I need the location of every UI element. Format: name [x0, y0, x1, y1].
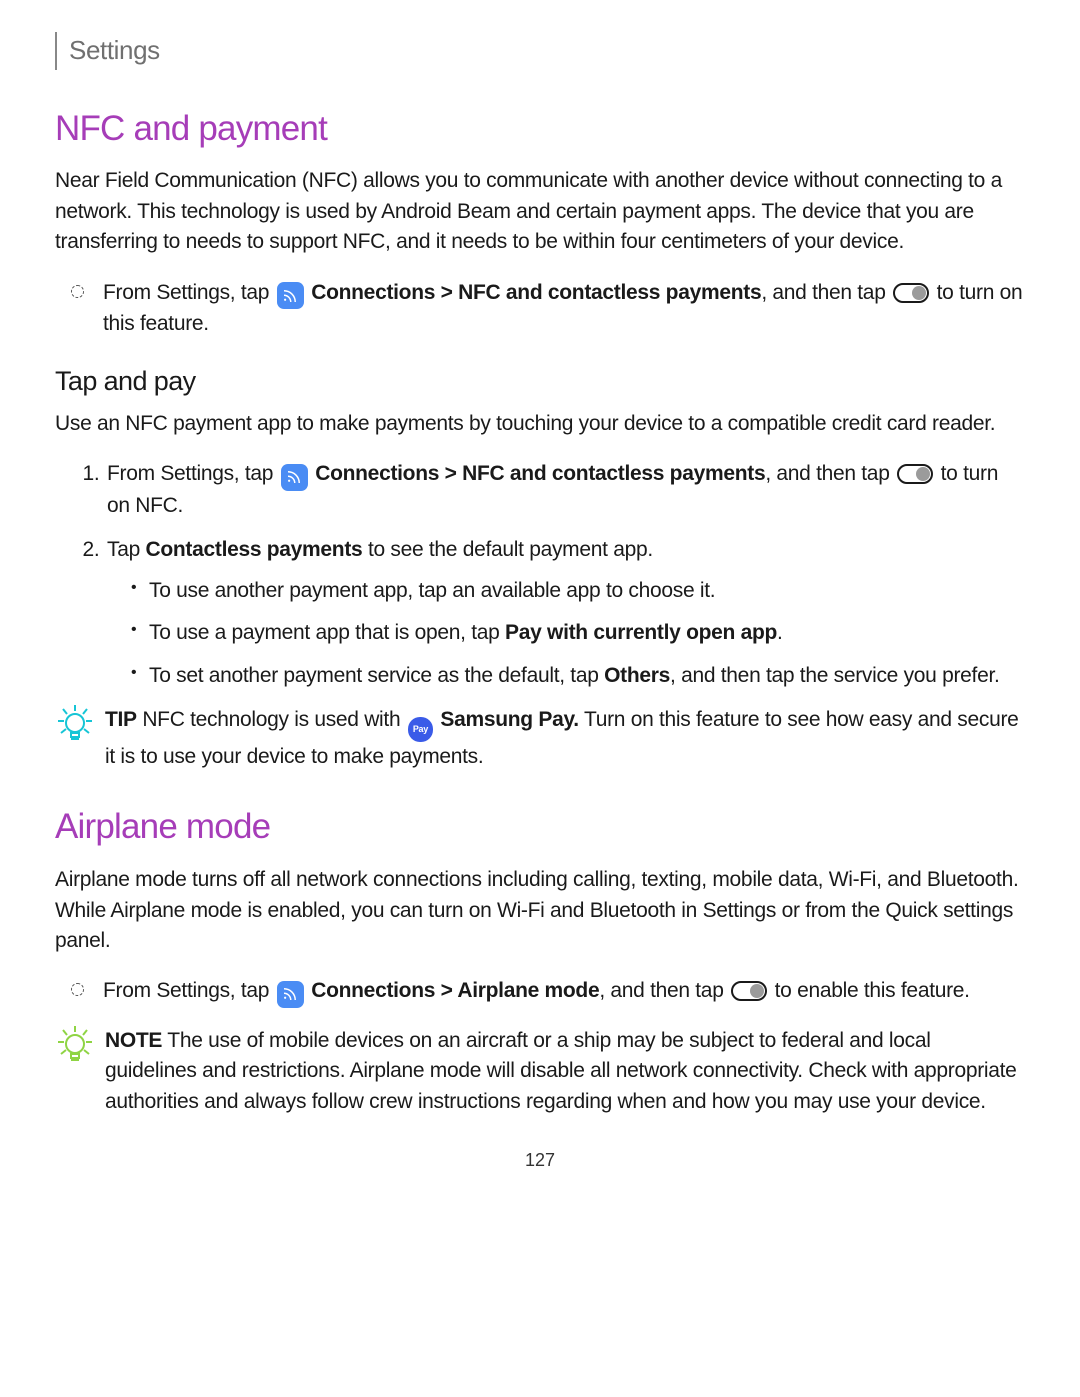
tap-pay-sublist: To use another payment app, tap an avail…	[107, 576, 1025, 691]
air-suffix: to enable this feature.	[769, 979, 970, 1002]
nfc-step-prefix: From Settings, tap	[103, 281, 275, 304]
sub2-bold: Pay with currently open app	[505, 621, 777, 644]
header-bar: Settings	[55, 32, 1025, 70]
bullet-open-circle	[71, 285, 84, 298]
s2-bold: Contactless payments	[146, 538, 363, 561]
sub2: To use a payment app that is open, tap P…	[133, 618, 1025, 648]
sub3-b: , and then tap the service you prefer.	[670, 664, 999, 687]
tap-pay-step-1: From Settings, tap Connections > NFC and…	[105, 459, 1025, 521]
toggle-icon	[731, 981, 767, 1001]
bullet-open-circle	[71, 983, 84, 996]
page-number: 127	[55, 1147, 1025, 1173]
heading-airplane: Airplane mode	[55, 802, 1025, 853]
pay-icon: Pay	[408, 717, 433, 742]
nfc-step-bold: Connections > NFC and contactless paymen…	[306, 281, 762, 304]
note-text: NOTE The use of mobile devices on an air…	[105, 1026, 1025, 1117]
sub3-bold: Others	[604, 664, 670, 687]
s1-bold: Connections > NFC and contactless paymen…	[310, 462, 766, 485]
connections-icon	[281, 464, 308, 491]
tap-pay-intro: Use an NFC payment app to make payments …	[55, 409, 1025, 439]
tap-pay-steps: From Settings, tap Connections > NFC and…	[55, 459, 1025, 691]
nfc-intro: Near Field Communication (NFC) allows yo…	[55, 166, 1025, 257]
tip-text: TIP NFC technology is used with Pay Sams…	[105, 705, 1025, 772]
toggle-icon	[893, 283, 929, 303]
s2-b: to see the default payment app.	[362, 538, 652, 561]
s1-prefix: From Settings, tap	[107, 462, 279, 485]
airplane-intro: Airplane mode turns off all network conn…	[55, 865, 1025, 956]
air-mid: , and then tap	[599, 979, 729, 1002]
tap-pay-step-2: Tap Contactless payments to see the defa…	[105, 535, 1025, 691]
s2-a: Tap	[107, 538, 146, 561]
air-bold: Connections > Airplane mode	[306, 979, 600, 1002]
toggle-icon	[897, 464, 933, 484]
connections-icon	[277, 981, 304, 1008]
heading-nfc: NFC and payment	[55, 104, 1025, 155]
note-body: The use of mobile devices on an aircraft…	[105, 1029, 1017, 1113]
heading-tap-pay: Tap and pay	[55, 362, 1025, 401]
airplane-step: From Settings, tap Connections > Airplan…	[55, 976, 1025, 1008]
tip-bold: Samsung Pay.	[435, 708, 579, 731]
sub3: To set another payment service as the de…	[133, 661, 1025, 691]
tip-a: NFC technology is used with	[137, 708, 406, 731]
note-label: NOTE	[105, 1029, 162, 1052]
air-prefix: From Settings, tap	[103, 979, 275, 1002]
tip-callout: TIP NFC technology is used with Pay Sams…	[55, 705, 1025, 772]
nfc-step: From Settings, tap Connections > NFC and…	[55, 278, 1025, 340]
breadcrumb: Settings	[69, 35, 160, 65]
lightbulb-icon	[55, 703, 95, 743]
connections-icon	[277, 282, 304, 309]
tip-label: TIP	[105, 708, 137, 731]
sub2-a: To use a payment app that is open, tap	[149, 621, 505, 644]
sub1: To use another payment app, tap an avail…	[133, 576, 1025, 606]
sub3-a: To set another payment service as the de…	[149, 664, 604, 687]
s1-mid: , and then tap	[765, 462, 895, 485]
note-callout: NOTE The use of mobile devices on an air…	[55, 1026, 1025, 1117]
nfc-step-mid: , and then tap	[761, 281, 891, 304]
sub2-b: .	[777, 621, 783, 644]
lightbulb-icon	[55, 1024, 95, 1064]
